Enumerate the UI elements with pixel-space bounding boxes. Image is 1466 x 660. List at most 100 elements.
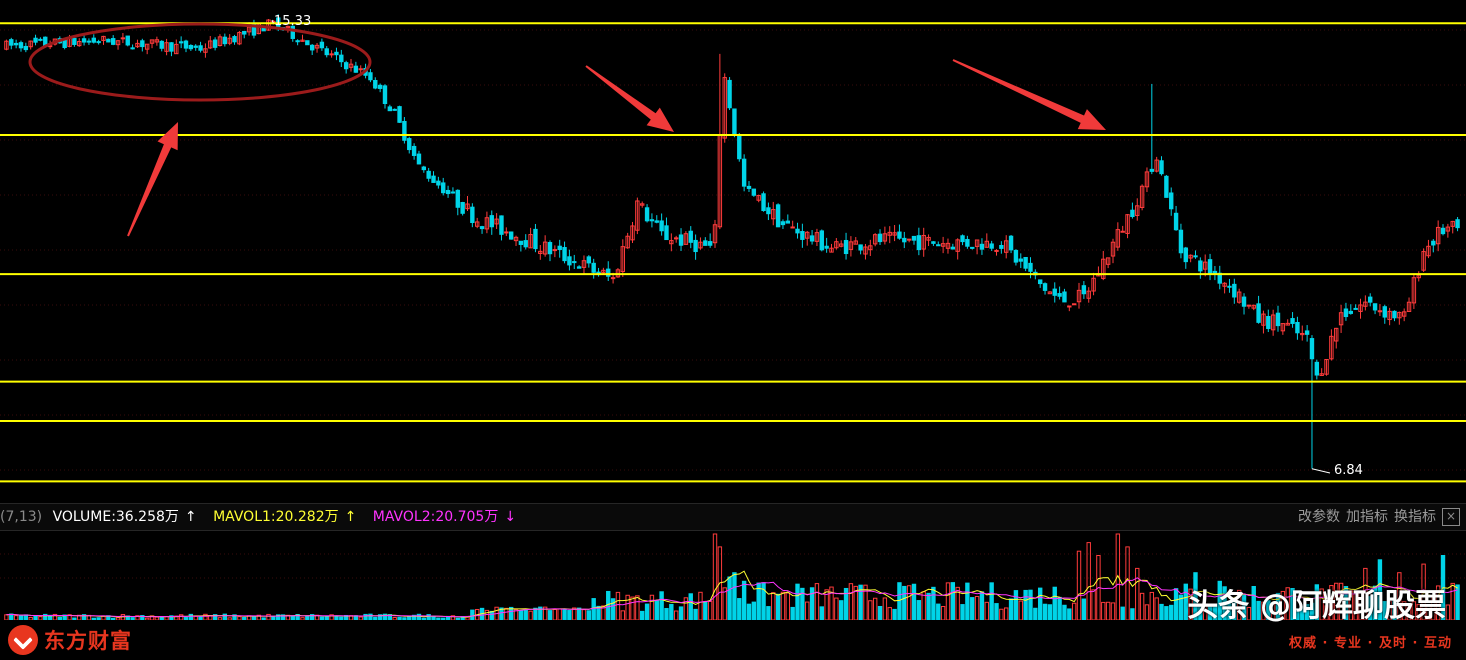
candle (494, 213, 499, 229)
candle (965, 235, 970, 249)
volume-bar (649, 594, 655, 620)
candle (766, 202, 771, 221)
candle-body (450, 191, 456, 194)
volume-bar (1144, 604, 1150, 620)
candle-body (989, 243, 994, 249)
candle (615, 268, 621, 278)
volume-bar (1057, 596, 1062, 620)
highlight-ellipse (28, 22, 372, 102)
volume-bar (1076, 550, 1082, 620)
candle (232, 34, 237, 45)
candle (1435, 220, 1441, 252)
candle (1028, 257, 1033, 279)
volume-bar (693, 608, 698, 620)
candle (416, 150, 422, 165)
candle (295, 39, 300, 46)
volume-bar (1426, 605, 1431, 620)
candle-body (931, 241, 936, 244)
candle-body (955, 239, 960, 252)
volume-bar (931, 586, 936, 620)
change-params-button[interactable]: 改参数 (1298, 509, 1340, 525)
candle (518, 240, 524, 252)
candle-body (1309, 338, 1315, 360)
volume-bar (576, 607, 582, 620)
candle-body (494, 218, 499, 225)
volume-bar (591, 598, 596, 620)
volume-chart[interactable] (0, 530, 1466, 620)
volume-bar (746, 603, 752, 620)
volume-bar (81, 614, 87, 620)
candle (630, 221, 635, 244)
candle (149, 39, 155, 49)
candle-body (1207, 259, 1213, 275)
volume-bar (1120, 606, 1125, 620)
add-indicator-button[interactable]: 加指标 (1346, 509, 1388, 525)
candle-body (1324, 359, 1329, 375)
candle (470, 203, 475, 228)
candle-body (1057, 293, 1062, 297)
volume-bar (402, 617, 407, 620)
volume-bar (615, 591, 621, 620)
candle-body (999, 244, 1004, 249)
volume-bar (853, 585, 858, 620)
switch-indicator-button[interactable]: 换指标 (1394, 509, 1436, 525)
volume-bar (688, 593, 693, 620)
candle (441, 177, 446, 196)
candle (1280, 323, 1286, 335)
volume-indicator-header: (7,13) VOLUME:36.258万 ↑ MAVOL1:20.282万 ↑ M… (0, 503, 1466, 531)
volume-bar (1435, 585, 1441, 620)
volume-bar (858, 584, 863, 620)
candle (154, 36, 160, 46)
volume-bar (839, 600, 844, 620)
candle (824, 237, 829, 253)
volume-bar (455, 617, 460, 620)
candle-body (1232, 283, 1237, 298)
candle (475, 217, 480, 229)
candle (848, 236, 854, 257)
candle (1300, 325, 1305, 341)
candle (1188, 254, 1193, 263)
candle-body (683, 233, 689, 245)
close-icon[interactable]: × (1442, 508, 1460, 526)
brand[interactable]: 东方财富 (8, 624, 132, 656)
candle-body (125, 35, 130, 46)
candle (208, 35, 213, 49)
candle (533, 223, 538, 253)
candle (1348, 304, 1353, 315)
candle-body (1368, 296, 1373, 303)
candle-body (465, 203, 470, 210)
candle-body (1193, 255, 1198, 258)
candle (698, 237, 703, 250)
candle (1411, 273, 1417, 309)
candle (1387, 307, 1392, 326)
candle (1440, 224, 1446, 236)
candle (445, 185, 451, 198)
candle-body (416, 153, 422, 165)
candle-body (552, 249, 558, 252)
volume-bar (411, 614, 417, 620)
volume-bar (140, 615, 145, 620)
volume-bar (1343, 586, 1349, 620)
candle-body (576, 266, 582, 269)
candle (1368, 293, 1373, 307)
candle-body (1173, 212, 1179, 231)
candle-body (402, 120, 407, 141)
volume-bar (1135, 567, 1140, 620)
candle (120, 33, 126, 44)
volume-bar (1081, 598, 1087, 620)
candle-body (1377, 310, 1383, 313)
candle (1037, 279, 1043, 288)
volume-bar (1062, 604, 1067, 620)
candle (741, 154, 747, 192)
volume-bar (1154, 597, 1159, 620)
candle (1013, 249, 1019, 266)
candle-body (926, 236, 931, 241)
candle (625, 232, 630, 249)
candle (703, 237, 708, 246)
candlestick-chart[interactable]: 15.33 6.84 (0, 0, 1466, 500)
volume-bar (67, 614, 72, 620)
candle-body (843, 239, 849, 255)
candle (4, 39, 9, 51)
volume-bar (1329, 585, 1334, 620)
candle-body (1329, 335, 1334, 360)
